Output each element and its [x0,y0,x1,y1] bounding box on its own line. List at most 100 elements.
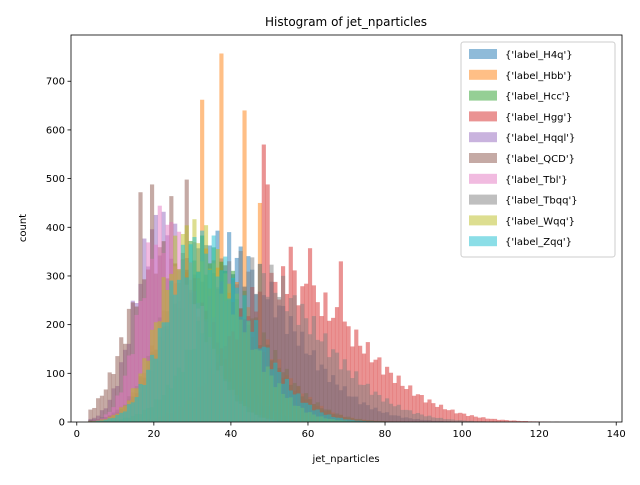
histogram-bar [196,272,200,422]
histogram-bar [312,410,316,422]
legend-label: {'label_Tbqq'} [505,196,578,207]
histogram-bar [320,341,324,422]
histogram-bar [227,299,231,422]
histogram-bar [443,419,447,422]
x-tick-label: 60 [302,429,315,440]
histogram-bar [239,317,243,422]
histogram-bar [127,404,131,422]
legend-label: {'label_Hcc'} [505,92,571,103]
histogram-bar [335,418,339,422]
legend-swatch [469,215,497,225]
histogram-bar [262,347,266,422]
histogram-bar [289,390,293,422]
histogram-bar [123,411,127,422]
histogram-bar [250,332,254,422]
legend-label: {'label_Zqq'} [505,237,572,248]
y-tick-label: 400 [46,223,65,234]
histogram-bar [331,349,335,422]
x-tick-label: 20 [147,429,160,440]
histogram-bar [373,392,377,422]
x-tick-label: 80 [379,429,392,440]
y-tick-label: 500 [46,174,65,185]
y-axis-label: count [18,214,29,242]
histogram-bar [150,355,154,422]
histogram-bar [327,357,331,422]
y-tick-label: 100 [46,369,65,380]
histogram-bar [173,295,177,422]
histogram-bar [304,403,308,422]
legend-swatch [469,236,497,246]
y-tick-label: 600 [46,125,65,136]
histogram-bar [327,414,331,422]
histogram-bar [88,410,92,422]
histogram-bar [189,244,193,422]
legend-label: {'label_Hqql'} [505,133,575,144]
histogram-bar [185,277,189,422]
histogram-bar [165,322,169,422]
y-tick-label: 0 [59,418,65,429]
histogram-bar [323,415,327,422]
legend-swatch [469,132,497,142]
legend-label: {'label_Hgg'} [505,112,573,123]
histogram-bar [142,385,146,422]
legend-label: {'label_QCD'} [505,154,575,165]
histogram-bar [312,316,316,422]
histogram-bar [108,418,112,422]
histogram-bar [177,280,181,422]
histogram-bar [420,415,424,422]
histogram-bar [266,347,270,422]
legend-label: {'label_Hbb'} [505,71,573,82]
histogram-bar [354,371,358,422]
histogram-bar [381,402,385,422]
histogram-bar [296,393,300,422]
x-tick-label: 120 [530,429,549,440]
legend-swatch [469,111,497,121]
histogram-bar [119,413,123,422]
histogram-bar [158,328,162,422]
histogram-bar [235,288,239,422]
legend-swatch [469,153,497,163]
histogram-bar [481,417,485,422]
histogram-bar [115,415,119,422]
histogram-bar [242,295,246,422]
histogram-bar [416,413,420,422]
histogram-bar [92,408,96,422]
x-tick-label: 100 [453,429,472,440]
histogram-bar [293,394,297,422]
legend-swatch [469,70,497,80]
legend-label: {'label_Tbl'} [505,175,568,186]
legend-label: {'label_H4q'} [505,50,573,61]
histogram-bar [447,419,451,422]
histogram-bar [208,270,212,422]
histogram-bar [169,281,173,422]
histogram-bar [366,384,370,422]
histogram-bar [277,372,281,422]
histogram-bar [246,320,250,422]
histogram-bar [200,231,204,422]
histogram-bar [135,397,139,422]
histogram-bar [96,398,100,422]
histogram-bar [424,416,428,422]
histogram-bar [323,333,327,422]
histogram-bar [335,353,339,422]
histogram-bar [215,277,219,422]
x-axis-label: jet_nparticles [311,454,379,465]
histogram-bar [400,410,404,422]
histogram-bar [343,359,347,422]
histogram-bar [358,385,362,422]
histogram-bar [300,403,304,422]
histogram-bar [427,416,431,422]
histogram-bar [111,418,115,422]
legend-swatch [469,49,497,59]
histogram-bar [439,418,443,422]
histogram-bar [269,369,273,422]
histogram-bar [370,395,374,422]
histogram-bar [339,418,343,422]
histogram-bar [331,417,335,422]
histogram-bar [316,409,320,422]
histogram-bar [350,378,354,422]
histogram-bar [212,236,216,422]
histogram-bar [273,363,277,422]
